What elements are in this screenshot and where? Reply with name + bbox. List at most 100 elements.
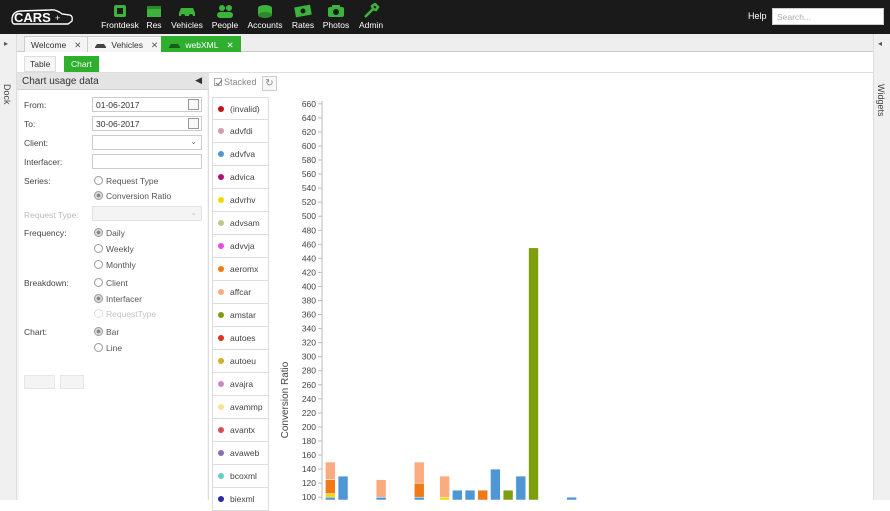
nav-vehicles[interactable]: Vehicles — [171, 3, 203, 30]
legend-label: advica — [230, 172, 255, 182]
nav-people[interactable]: People — [210, 3, 240, 30]
legend-swatch — [218, 312, 224, 318]
legend-swatch — [218, 220, 224, 226]
legend-item[interactable]: (invalid) — [212, 97, 269, 120]
dock-strip[interactable]: ▸ Dock — [0, 34, 17, 500]
stacked-checkbox[interactable]: Stacked — [214, 77, 257, 87]
breakdown-client-radio[interactable]: Client — [94, 278, 128, 288]
series-conversion-ratio-radio[interactable]: Conversion Ratio — [94, 191, 171, 201]
calendar-icon[interactable] — [188, 118, 199, 129]
frequency-weekly-radio[interactable]: Weekly — [94, 244, 134, 254]
chart-bar-radio[interactable]: Bar — [94, 327, 119, 337]
nav-accounts[interactable]: Accounts — [246, 3, 284, 30]
car-icon — [169, 44, 180, 49]
to-date-input[interactable]: 30-06-2017 — [92, 116, 202, 131]
chevron-down-icon: ⌄ — [190, 137, 197, 146]
legend-item[interactable]: aeromx — [212, 258, 269, 281]
legend-item[interactable]: advfva — [212, 143, 269, 166]
chart-bar-segment — [452, 489, 463, 500]
chart-line-radio[interactable]: Line — [94, 343, 122, 353]
nav-photos[interactable]: Photos — [322, 3, 350, 30]
legend-label: biexml — [230, 494, 255, 504]
refresh-icon[interactable]: ↻ — [262, 76, 277, 91]
tab-bar: Welcome ✕ Vehicles ✕ webXML ✕ — [17, 34, 873, 52]
nav-frontdesk[interactable]: Frontdesk — [100, 3, 140, 30]
nav-rates[interactable]: Rates — [290, 3, 316, 30]
close-icon[interactable]: ✕ — [151, 40, 159, 50]
tab-vehicles[interactable]: Vehicles ✕ — [87, 36, 166, 52]
client-select[interactable]: ⌄ — [92, 135, 202, 150]
nav-label: Res — [146, 20, 162, 30]
frequency-daily-radio[interactable]: Daily — [94, 228, 125, 238]
chart-bar-segment — [439, 475, 450, 498]
close-icon[interactable]: ✕ — [226, 40, 234, 50]
legend-item[interactable]: bcoxml — [212, 465, 269, 488]
frontdesk-icon — [114, 5, 126, 17]
legend-item[interactable]: advrhv — [212, 189, 269, 212]
tab-welcome[interactable]: Welcome ✕ — [24, 36, 89, 52]
breakdown-requesttype-radio[interactable]: RequestType — [94, 309, 156, 319]
legend-swatch — [218, 289, 224, 295]
legend-item[interactable]: amstar — [212, 304, 269, 327]
reset-button[interactable] — [60, 375, 84, 389]
widgets-strip[interactable]: ◂ Widgets — [873, 34, 890, 500]
collapse-icon[interactable]: ◀ — [195, 75, 202, 85]
legend-item[interactable]: advvja — [212, 235, 269, 258]
legend-item[interactable]: advica — [212, 166, 269, 189]
nav-res[interactable]: Res — [143, 3, 165, 30]
y-tick-label: 240 — [302, 394, 316, 404]
close-icon[interactable]: ✕ — [74, 40, 82, 50]
dock-label: Dock — [2, 84, 12, 105]
series-legend: (invalid) advfdi advfva advica advrhv advsam a… — [212, 97, 269, 511]
legend-swatch — [218, 197, 224, 203]
search-input[interactable] — [772, 8, 884, 25]
cars-logo[interactable]: CARS + — [10, 6, 74, 28]
chevron-left-icon[interactable]: ◂ — [878, 39, 883, 48]
interfacer-input[interactable] — [92, 154, 202, 169]
legend-item[interactable]: affcar — [212, 281, 269, 304]
legend-item[interactable]: autoes — [212, 327, 269, 350]
chart-bar-segment — [490, 468, 501, 500]
apply-button[interactable] — [24, 375, 55, 389]
breakdown-interfacer-radio[interactable]: Interfacer — [94, 294, 142, 304]
tab-label: webXML — [185, 40, 219, 50]
y-tick-label: 420 — [302, 267, 316, 277]
legend-item[interactable]: autoeu — [212, 350, 269, 373]
legend-swatch — [218, 243, 224, 249]
checkbox-icon[interactable] — [214, 78, 223, 86]
legend-swatch — [218, 266, 224, 272]
help-link[interactable]: Help — [748, 11, 767, 21]
legend-item[interactable]: avammp — [212, 396, 269, 419]
request-type-select[interactable]: ⌄ — [92, 206, 202, 221]
legend-item[interactable]: avaweb — [212, 442, 269, 465]
legend-swatch — [218, 174, 224, 180]
nav-label: Accounts — [247, 20, 283, 30]
chevron-right-icon[interactable]: ▸ — [4, 39, 9, 48]
frequency-monthly-radio[interactable]: Monthly — [94, 260, 136, 270]
legend-item[interactable]: avantx — [212, 419, 269, 442]
vehicles-icon — [179, 8, 195, 18]
y-tick-label: 460 — [302, 239, 316, 249]
chevron-down-icon: ⌄ — [190, 208, 197, 217]
legend-item[interactable]: advfdi — [212, 120, 269, 143]
tab-webxml[interactable]: webXML ✕ — [161, 36, 241, 52]
legend-swatch — [218, 335, 224, 341]
nav-label: Admin — [358, 20, 384, 30]
legend-item[interactable]: advsam — [212, 212, 269, 235]
legend-swatch — [218, 450, 224, 456]
y-tick-label: 620 — [302, 127, 316, 137]
people-icon — [217, 5, 233, 18]
y-tick-label: 560 — [302, 169, 316, 179]
calendar-icon[interactable] — [188, 99, 199, 110]
rates-icon — [294, 4, 312, 18]
photos-icon — [328, 5, 344, 17]
nav-admin[interactable]: Admin — [357, 3, 385, 30]
y-tick-label: 480 — [302, 225, 316, 235]
series-request-type-radio[interactable]: Request Type — [94, 176, 158, 186]
legend-item[interactable]: avajra — [212, 373, 269, 396]
chart-view-button[interactable]: Chart — [64, 56, 99, 72]
nav-label: Frontdesk — [101, 20, 139, 30]
table-view-button[interactable]: Table — [24, 56, 57, 72]
y-tick-label: 180 — [302, 436, 316, 446]
from-date-input[interactable]: 01-06-2017 — [92, 97, 202, 112]
